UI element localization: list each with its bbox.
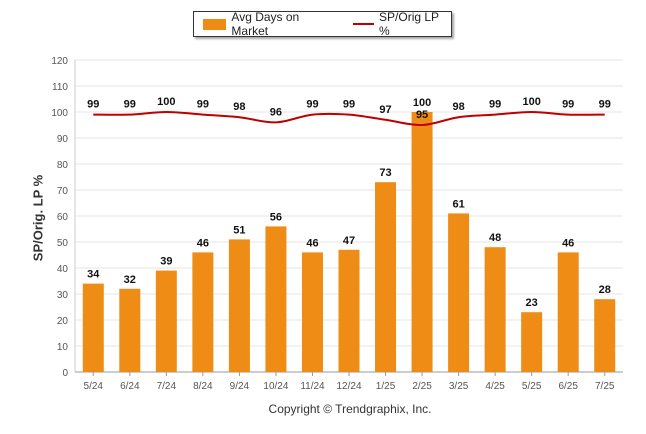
y-axis-label: SP/Orig. LP % (30, 174, 46, 262)
x-tick-label: 2/25 (412, 381, 432, 392)
bar-value-label: 51 (233, 224, 245, 236)
bar-value-label: 23 (526, 297, 538, 309)
bar-value-label: 56 (270, 211, 282, 223)
bar (301, 252, 323, 372)
y-tick-label: 40 (57, 264, 69, 275)
line-value-label: 99 (306, 99, 318, 111)
y-tick-label: 80 (57, 160, 69, 171)
legend-bar-label: Avg Days on Market (231, 10, 300, 38)
y-tick-label: 10 (57, 342, 69, 353)
y-tick-label: 70 (57, 186, 69, 197)
x-tick-label: 7/25 (595, 381, 615, 392)
y-tick-label: 50 (57, 238, 69, 249)
bar-value-label: 39 (160, 256, 172, 268)
x-tick-label: 5/24 (84, 381, 104, 392)
x-tick-label: 6/24 (120, 381, 140, 392)
line-value-label: 95 (416, 109, 428, 121)
bar (448, 213, 470, 372)
bar (557, 252, 579, 372)
bar-value-label: 47 (343, 235, 355, 247)
line-value-label: 99 (489, 99, 501, 111)
bar-value-label: 100 (413, 97, 431, 109)
bar (375, 182, 397, 372)
bar-value-label: 46 (197, 237, 209, 249)
bar-value-label: 28 (599, 284, 611, 296)
x-tick-label: 7/24 (157, 381, 177, 392)
line-series (93, 110, 605, 127)
bar-value-label: 61 (452, 198, 464, 210)
y-tick-label: 100 (51, 108, 68, 119)
bar (484, 247, 506, 372)
x-tick-label: 10/24 (263, 381, 288, 392)
y-tick-label: 120 (51, 56, 68, 67)
bar (265, 226, 287, 372)
line-value-label: 99 (343, 99, 355, 111)
line-value-label: 99 (562, 99, 574, 111)
line-value-label: 98 (233, 101, 245, 113)
bar (228, 239, 250, 372)
bar (411, 112, 433, 372)
x-tick-label: 8/24 (193, 381, 213, 392)
y-tick-label: 20 (57, 316, 69, 327)
legend-item-line[interactable]: SP/Orig LP % (352, 10, 451, 38)
legend-item-bar[interactable]: Avg Days on Market (203, 10, 337, 38)
bar-value-label: 34 (87, 269, 100, 281)
bar (155, 270, 177, 372)
x-tick-label: 11/24 (300, 381, 325, 392)
legend: Avg Days on Market SP/Orig LP % (193, 10, 452, 38)
bar (594, 299, 616, 372)
y-tick-label: 110 (52, 82, 68, 93)
line-value-label: 99 (124, 99, 136, 111)
line-value-label: 99 (87, 99, 99, 111)
line-value-label: 96 (270, 106, 282, 118)
copyright-text: Copyright © Trendgraphix, Inc. (268, 402, 432, 416)
bar-value-label: 46 (562, 237, 574, 249)
y-tick-label: 90 (57, 134, 69, 145)
x-tick-label: 5/25 (522, 381, 542, 392)
bar-value-label: 73 (379, 167, 391, 179)
line-value-label: 98 (452, 101, 464, 113)
x-tick-label: 4/25 (485, 381, 505, 392)
line-value-label: 97 (379, 104, 391, 116)
bar (338, 249, 360, 372)
line-value-label: 100 (522, 96, 540, 108)
x-tick-label: 1/25 (376, 381, 396, 392)
y-tick-label: 60 (57, 212, 69, 223)
legend-line-label: SP/Orig LP % (379, 10, 439, 38)
bar (82, 283, 104, 372)
x-tick-label: 12/24 (336, 381, 361, 392)
legend-bar-swatch (203, 18, 227, 30)
bar (521, 312, 543, 372)
line-value-label: 99 (197, 99, 209, 111)
line-value-label: 100 (157, 96, 175, 108)
bar-value-label: 48 (489, 232, 501, 244)
bar-value-label: 46 (306, 237, 318, 249)
x-tick-label: 6/25 (558, 381, 578, 392)
x-tick-label: 3/25 (449, 381, 469, 392)
x-tick-label: 9/24 (230, 381, 250, 392)
legend-line-swatch (352, 23, 375, 25)
bar (192, 252, 214, 372)
line-value-label: 99 (599, 99, 611, 111)
bar-value-label: 32 (124, 274, 136, 286)
bar (119, 288, 141, 372)
y-tick-label: 0 (62, 368, 68, 379)
y-tick-label: 30 (57, 290, 69, 301)
